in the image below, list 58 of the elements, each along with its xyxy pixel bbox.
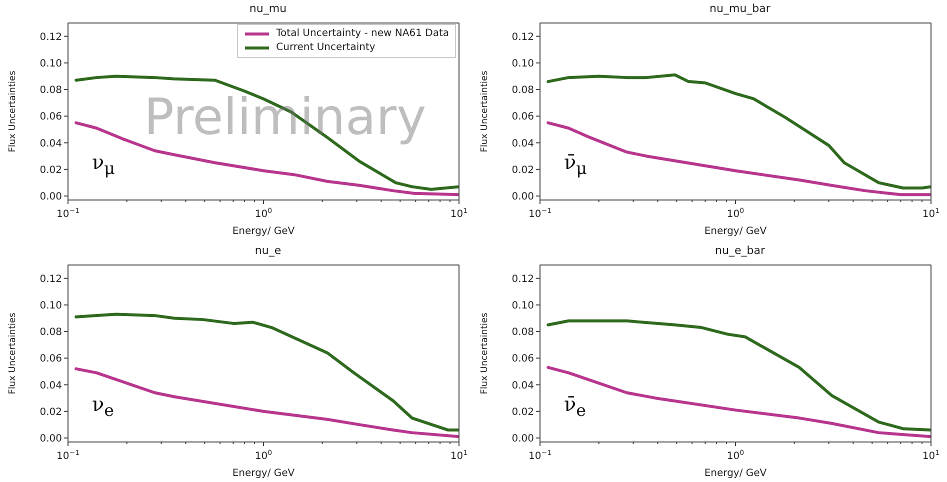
y-tick-label: 0.06 bbox=[512, 354, 534, 365]
y-tick-label: 0.08 bbox=[512, 327, 534, 338]
y-tick-label: 0.02 bbox=[512, 406, 534, 418]
chart-title: nu_mu bbox=[248, 2, 288, 15]
y-axis-title: Flux Uncertainties bbox=[8, 70, 18, 152]
y-tick-label: 0.00 bbox=[40, 192, 62, 203]
y-tick-label: 0.02 bbox=[40, 406, 62, 418]
y-tick-label: 0.06 bbox=[40, 354, 62, 365]
y-axis-title: Flux Uncertainties bbox=[480, 70, 490, 152]
x-axis-title: Energy/ GeV bbox=[704, 226, 767, 237]
y-tick-label: 0.04 bbox=[40, 138, 62, 150]
y-tick-label: 0.08 bbox=[40, 85, 62, 96]
neutrino-symbol: ν$_{e}$ bbox=[92, 392, 114, 420]
x-tick-label: 10$^{−1}$ bbox=[56, 449, 80, 462]
y-tick-label: 0.10 bbox=[40, 300, 62, 312]
chart-title: nu_mu_bar bbox=[708, 2, 772, 15]
y-tick-label: 0.02 bbox=[40, 164, 62, 176]
x-axis-title: Energy/ GeV bbox=[232, 226, 295, 237]
chart-title: nu_e bbox=[254, 244, 282, 257]
y-tick-label: 0.06 bbox=[512, 112, 534, 123]
y-tick-label: 0.12 bbox=[40, 32, 62, 43]
x-tick-label: 10$^{0}$ bbox=[726, 207, 744, 220]
y-tick-label: 0.08 bbox=[512, 85, 534, 96]
y-tick-label: 0.12 bbox=[512, 32, 534, 43]
y-tick-label: 0.00 bbox=[512, 192, 534, 203]
x-tick-label: 10$^{0}$ bbox=[726, 449, 744, 462]
x-tick-label: 10$^{1}$ bbox=[922, 449, 940, 462]
neutrino-symbol: ν̄$_{e}$ bbox=[564, 392, 586, 420]
y-tick-label: 0.04 bbox=[512, 380, 534, 392]
y-tick-label: 0.06 bbox=[40, 112, 62, 123]
y-tick-label: 0.12 bbox=[40, 274, 62, 285]
x-tick-label: 10$^{1}$ bbox=[450, 207, 468, 220]
x-tick-label: 10$^{1}$ bbox=[450, 449, 468, 462]
x-axis-title: Energy/ GeV bbox=[704, 468, 767, 479]
neutrino-symbol: ν$_{μ}$ bbox=[92, 150, 115, 178]
x-axis-title: Energy/ GeV bbox=[232, 468, 295, 479]
y-tick-label: 0.10 bbox=[512, 300, 534, 312]
x-tick-label: 10$^{−1}$ bbox=[528, 207, 552, 220]
x-tick-label: 10$^{−1}$ bbox=[528, 449, 552, 462]
legend-label: Current Uncertainty bbox=[276, 41, 376, 55]
y-axis-title: Flux Uncertainties bbox=[8, 312, 18, 394]
y-tick-label: 0.08 bbox=[40, 327, 62, 338]
neutrino-symbol: ν̄$_{μ}$ bbox=[564, 150, 587, 178]
y-tick-label: 0.10 bbox=[512, 58, 534, 70]
y-tick-label: 0.00 bbox=[512, 434, 534, 445]
x-tick-label: 10$^{0}$ bbox=[254, 449, 272, 462]
y-tick-label: 0.02 bbox=[512, 164, 534, 176]
legend-label: Total Uncertainty - new NA61 Data bbox=[276, 27, 449, 41]
y-tick-label: 0.00 bbox=[40, 434, 62, 445]
y-tick-label: 0.10 bbox=[40, 58, 62, 70]
x-tick-label: 10$^{0}$ bbox=[254, 207, 272, 220]
y-tick-label: 0.04 bbox=[512, 138, 534, 150]
y-tick-label: 0.12 bbox=[512, 274, 534, 285]
x-tick-label: 10$^{−1}$ bbox=[56, 207, 80, 220]
y-tick-label: 0.04 bbox=[40, 380, 62, 392]
x-tick-label: 10$^{1}$ bbox=[922, 207, 940, 220]
chart-title: nu_e_bar bbox=[714, 244, 766, 257]
y-axis-title: Flux Uncertainties bbox=[480, 312, 490, 394]
